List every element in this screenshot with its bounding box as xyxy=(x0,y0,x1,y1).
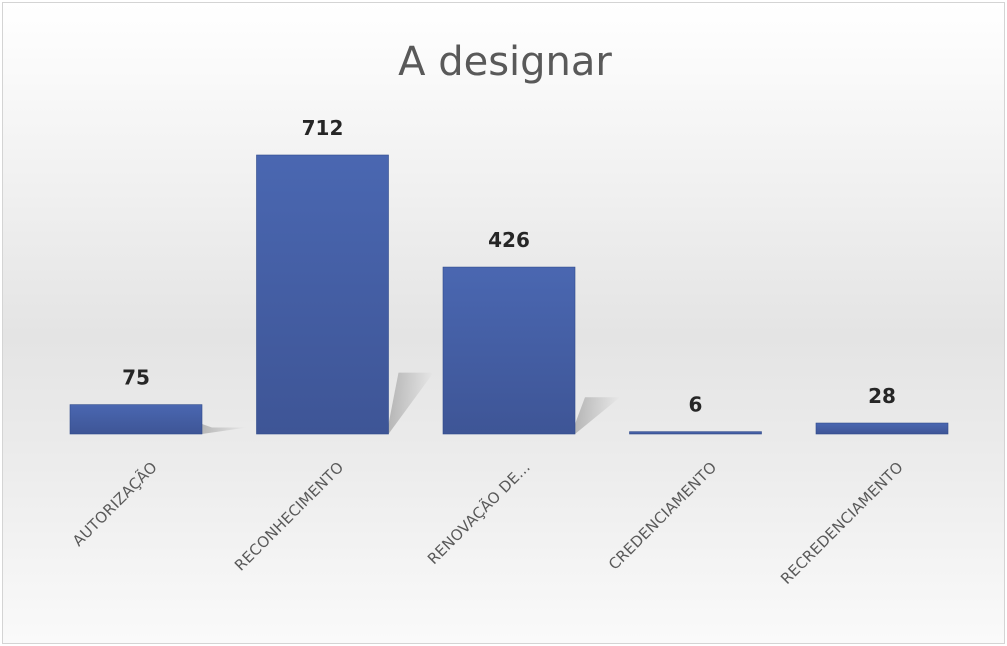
value-label: 28 xyxy=(868,384,896,408)
bars-group xyxy=(69,154,949,435)
bar-chart: A designar 75 712 426 6 28 AUTORIZAÇÃO RECONH… xyxy=(68,39,949,588)
category-label: RECREDENCIAMENTO xyxy=(777,458,907,588)
bar-shadow xyxy=(388,372,434,434)
bar xyxy=(442,266,576,435)
bar-shadows xyxy=(202,372,620,434)
value-label: 6 xyxy=(689,393,703,417)
category-label: RENOVAÇÃO DE... xyxy=(423,457,534,568)
bar-shadow xyxy=(575,397,620,434)
bar xyxy=(69,404,203,435)
value-label: 75 xyxy=(122,366,150,390)
bar xyxy=(256,154,389,435)
bar-shadow xyxy=(202,424,247,434)
value-label: 712 xyxy=(302,116,344,140)
category-label: AUTORIZAÇÃO xyxy=(68,457,160,549)
value-label: 426 xyxy=(488,228,530,252)
category-label: CREDENCIAMENTO xyxy=(605,458,720,573)
value-labels-group: 75 712 426 6 28 xyxy=(122,116,896,417)
chart-title: A designar xyxy=(398,39,612,85)
category-labels-group: AUTORIZAÇÃO RECONHECIMENTO RENOVAÇÃO DE...… xyxy=(68,457,906,587)
category-label: RECONHECIMENTO xyxy=(231,458,347,574)
bar xyxy=(815,422,949,435)
bar xyxy=(629,431,762,435)
